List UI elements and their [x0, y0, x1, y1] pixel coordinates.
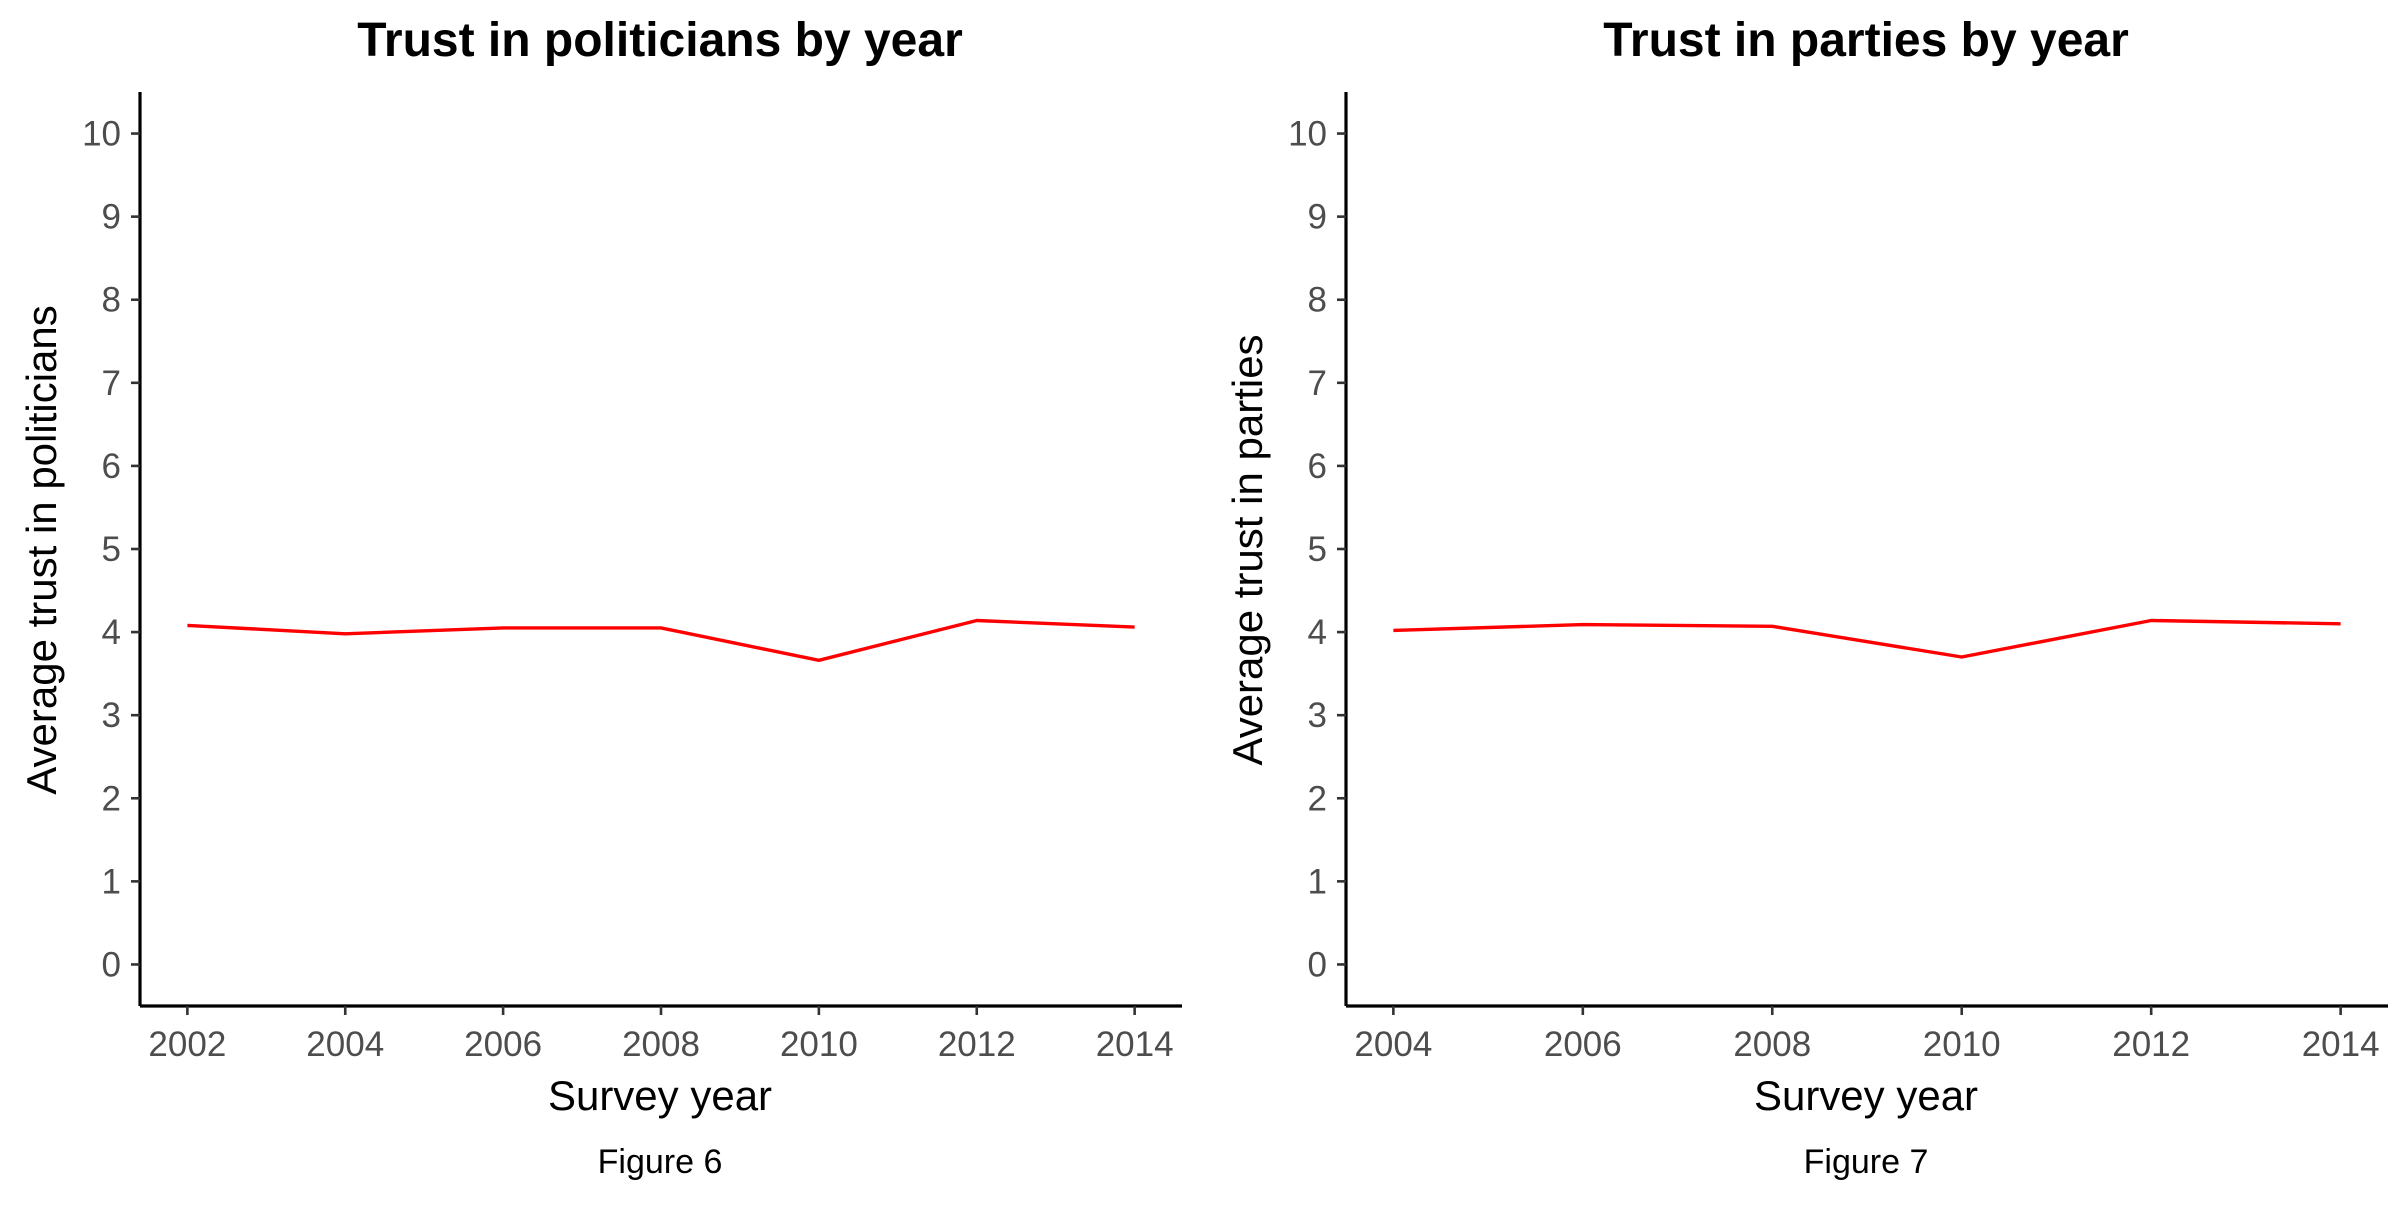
x-tick-label: 2010: [780, 1025, 858, 1064]
y-tick-label: 1: [1308, 862, 1327, 901]
y-tick-label: 8: [1308, 281, 1327, 320]
y-axis-title: Average trust in parties: [1224, 334, 1271, 765]
x-tick-label: 2008: [1733, 1025, 1811, 1064]
y-tick-label: 5: [102, 530, 121, 569]
y-tick-label: 7: [102, 364, 121, 403]
panel-parties: Trust in parties by year Average trust i…: [1224, 14, 2388, 1181]
y-tick-label: 0: [1308, 945, 1327, 984]
y-tick-label: 1: [102, 862, 121, 901]
x-tick-label: 2008: [622, 1025, 700, 1064]
y-tick-label: 3: [102, 696, 121, 735]
x-tick-label: 2012: [2112, 1025, 2190, 1064]
series-line: [1393, 618, 2341, 659]
chart-title: Trust in politicians by year: [357, 14, 963, 67]
y-tick-label: 8: [102, 281, 121, 320]
y-tick-label: 10: [1288, 115, 1327, 154]
series-line: [187, 618, 1135, 662]
y-tick-label: 3: [1308, 696, 1327, 735]
x-tick-label: 2002: [148, 1025, 226, 1064]
x-tick-label: 2004: [306, 1025, 384, 1064]
x-tick-label: 2014: [1096, 1025, 1174, 1064]
y-tick-label: 9: [1308, 198, 1327, 237]
figure-caption: Figure 7: [1804, 1143, 1929, 1181]
x-tick-label: 2014: [2302, 1025, 2380, 1064]
x-tick-label: 2010: [1923, 1025, 2001, 1064]
x-tick-label: 2012: [938, 1025, 1016, 1064]
x-tick-label: 2004: [1354, 1025, 1432, 1064]
y-tick-label: 6: [1308, 447, 1327, 486]
y-tick-label: 10: [82, 115, 121, 154]
y-tick-label: 7: [1308, 364, 1327, 403]
y-tick-label: 2: [102, 779, 121, 818]
figure-caption: Figure 6: [598, 1143, 723, 1181]
y-tick-label: 4: [102, 613, 121, 652]
y-tick-label: 2: [1308, 779, 1327, 818]
y-tick-label: 0: [102, 945, 121, 984]
x-tick-label: 2006: [1544, 1025, 1622, 1064]
y-tick-label: 4: [1308, 613, 1327, 652]
y-tick-label: 5: [1308, 530, 1327, 569]
chart-title: Trust in parties by year: [1603, 14, 2129, 67]
x-axis-title: Survey year: [548, 1072, 772, 1119]
y-axis-title: Average trust in politicians: [18, 305, 65, 794]
x-tick-label: 2006: [464, 1025, 542, 1064]
panel-politicians: Trust in politicians by year Average tru…: [18, 14, 1182, 1181]
y-tick-label: 6: [102, 447, 121, 486]
y-tick-label: 9: [102, 198, 121, 237]
x-axis-title: Survey year: [1754, 1072, 1978, 1119]
